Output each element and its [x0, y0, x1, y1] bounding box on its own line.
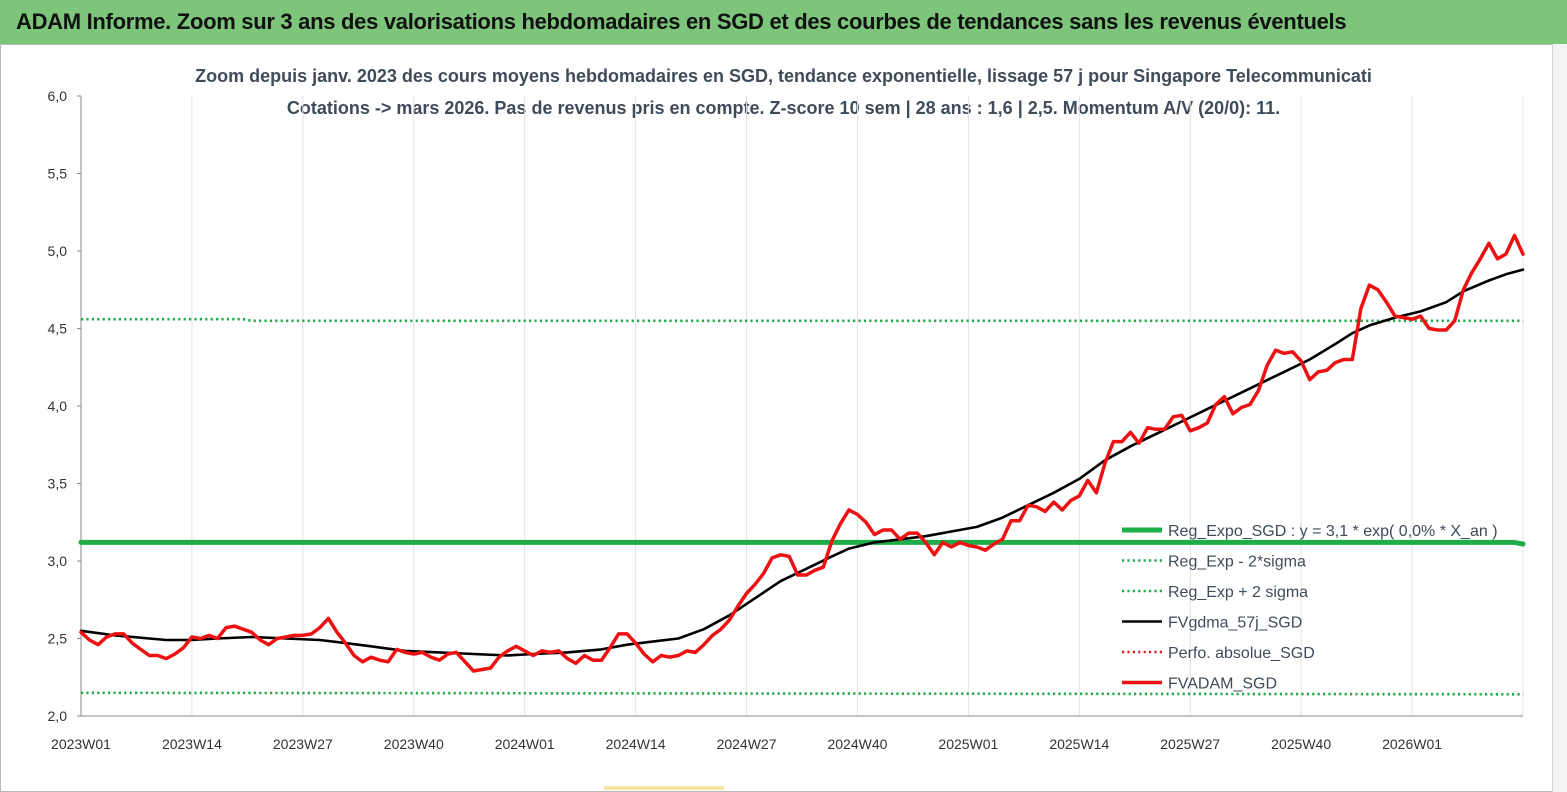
y-tick-label: 6,0: [48, 88, 68, 104]
x-tick-label: 2025W40: [1271, 736, 1331, 752]
y-tick-label: 2,0: [48, 708, 68, 724]
x-tick-label: 2025W27: [1160, 736, 1220, 752]
y-tick-label: 3,5: [48, 476, 68, 492]
series-line-5: [79, 233, 1525, 673]
series-line-1: [80, 691, 1524, 696]
chart-frame: [0, 44, 1554, 792]
x-tick-label: 2026W01: [1382, 736, 1442, 752]
series-line-2: [81, 317, 1523, 323]
x-tick-label: 2023W27: [273, 736, 333, 752]
x-tick-label: 2024W27: [717, 736, 777, 752]
y-tick-label: 4,5: [48, 321, 68, 337]
chart-title: Zoom depuis janv. 2023 des cours moyens …: [195, 66, 1372, 86]
chart-grid: [80, 96, 1524, 716]
legend-label: Reg_Expo_SGD : y = 3,1 * exp( 0,0% * X_a…: [1168, 523, 1498, 540]
report-title: ADAM Informe. Zoom sur 3 ans des valoris…: [16, 9, 1347, 34]
x-tick-label: 2025W01: [938, 736, 998, 752]
plot-area: [78, 233, 1526, 696]
y-tick-label: 3,0: [48, 553, 68, 569]
x-tick-label: 2023W40: [384, 736, 444, 752]
x-tick-label: 2023W01: [51, 736, 111, 752]
legend-label: Perfo. absolue_SGD: [1168, 645, 1315, 662]
y-tick-label: 5,5: [48, 166, 68, 182]
x-tick-label: 2025W14: [1049, 736, 1109, 752]
legend-label: Reg_Exp + 2 sigma: [1168, 584, 1308, 601]
scroll-indicator: [604, 786, 724, 790]
y-tick-label: 2,5: [48, 631, 68, 647]
x-tick-label: 2024W14: [606, 736, 666, 752]
series-line-0: [78, 539, 1526, 547]
x-tick-label: 2024W01: [495, 736, 555, 752]
x-tick-label: 2024W40: [827, 736, 887, 752]
legend-label: Reg_Exp - 2*sigma: [1168, 554, 1306, 571]
legend-label: FVADAM_SGD: [1168, 676, 1277, 693]
y-tick-label: 4,0: [48, 398, 68, 414]
y-tick-label: 5,0: [48, 243, 68, 259]
series-line-3: [79, 268, 1525, 657]
report-banner: ADAM Informe. Zoom sur 3 ans des valoris…: [0, 0, 1567, 45]
x-tick-label: 2023W14: [162, 736, 222, 752]
chart-subtitle: Cotations -> mars 2026. Pas de revenus p…: [286, 98, 1281, 118]
y-axis: 2,0 2,5 3,0 3,5 4,0 4,5 5,0 5,5 6,0: [48, 88, 82, 724]
x-axis: 2023W01 2023W14 2023W27 2023W40 2024W01 2024W…: [51, 715, 1523, 752]
chart-legend: Reg_Expo_SGD : y = 3,1 * exp( 0,0% * X_a…: [1122, 523, 1498, 693]
window-right-edge: [1552, 44, 1567, 792]
legend-label: FVgdma_57j_SGD: [1168, 615, 1302, 632]
